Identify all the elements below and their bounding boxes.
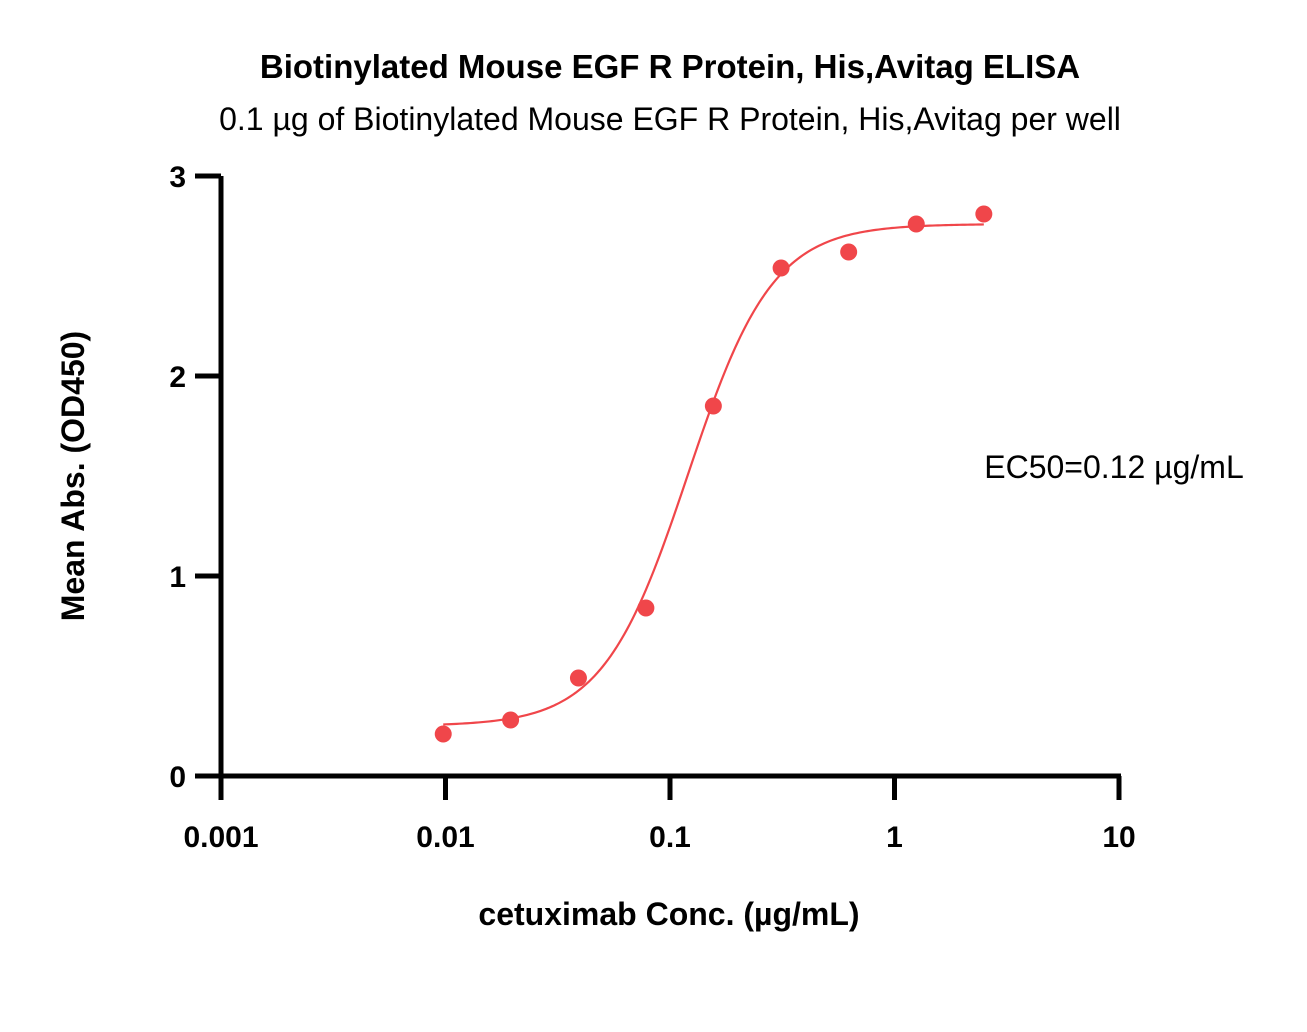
plot-area: 0.001 0.01 0.1 1 10 0 1 2 3 [169,161,1135,854]
data-point [907,215,925,233]
x-tick-label: 1 [886,821,903,854]
y-tick-label: 0 [169,761,186,794]
chart-title: Biotinylated Mouse EGF R Protein, His,Av… [260,48,1080,85]
x-tick-label: 0.1 [649,821,691,854]
x-tick-label: 10 [1102,821,1135,854]
ec50-annotation: EC50=0.12 µg/mL [984,449,1243,485]
data-point [434,725,452,743]
data-point [772,259,790,277]
data-point [569,669,587,687]
y-tick-label: 2 [169,361,186,394]
data-point [840,243,858,261]
fit-curve [443,223,984,726]
data-point [704,397,722,415]
data-points [434,205,993,743]
chart-subtitle: 0.1 µg of Biotinylated Mouse EGF R Prote… [219,101,1121,137]
y-tick-label: 1 [169,561,186,594]
y-tick-label: 3 [169,161,186,194]
data-point [637,599,655,617]
data-point [502,711,520,729]
x-tick-label: 0.01 [416,821,474,854]
tick-group: 0.001 0.01 0.1 1 10 0 1 2 3 [169,161,1135,854]
y-axis-label: Mean Abs. (OD450) [55,331,91,621]
x-tick-label: 0.001 [183,821,258,854]
data-point [975,205,993,223]
x-axis-label: cetuximab Conc. (µg/mL) [478,896,859,932]
